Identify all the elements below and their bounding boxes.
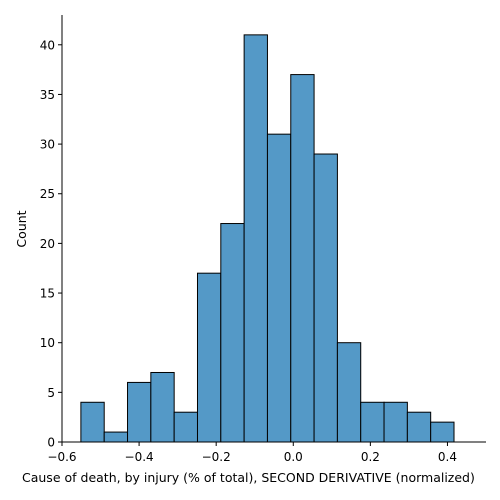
- histogram-bar: [104, 432, 127, 442]
- histogram-bar: [337, 343, 360, 442]
- x-tick-label: −0.2: [202, 450, 231, 464]
- histogram-bar: [314, 154, 337, 442]
- histogram-bar: [291, 75, 314, 442]
- y-tick-label: 0: [47, 436, 55, 450]
- x-tick-label: −0.4: [125, 450, 154, 464]
- histogram-bar: [361, 402, 384, 442]
- histogram-bar: [407, 412, 430, 442]
- y-tick-label: 25: [40, 187, 55, 201]
- histogram-bar: [128, 382, 151, 442]
- histogram-bar: [174, 412, 197, 442]
- histogram-bar: [384, 402, 407, 442]
- x-tick-label: 0.0: [284, 450, 303, 464]
- histogram-bar: [267, 134, 290, 442]
- y-tick-label: 15: [40, 287, 55, 301]
- y-tick-label: 40: [40, 38, 55, 52]
- histogram-bar: [151, 372, 174, 442]
- histogram-bar: [431, 422, 454, 442]
- histogram-bars: [81, 35, 454, 442]
- y-axis-ticks: 0 5 10 15 20 25 30 35 40: [40, 38, 62, 449]
- y-tick-label: 35: [40, 88, 55, 102]
- y-axis-label: Count: [14, 210, 29, 247]
- x-axis-ticks: −0.6 −0.4 −0.2 0.0 0.2 0.4: [47, 442, 457, 464]
- histogram-bar: [81, 402, 104, 442]
- y-tick-label: 10: [40, 336, 55, 350]
- y-tick-label: 30: [40, 138, 55, 152]
- x-tick-label: −0.6: [47, 450, 76, 464]
- x-tick-label: 0.4: [438, 450, 457, 464]
- histogram-bar: [244, 35, 267, 442]
- y-tick-label: 20: [40, 237, 55, 251]
- histogram-bar: [197, 273, 220, 442]
- x-tick-label: 0.2: [361, 450, 380, 464]
- histogram-bar: [221, 224, 244, 442]
- y-tick-label: 5: [47, 386, 55, 400]
- x-axis-label: Cause of death, by injury (% of total), …: [22, 470, 475, 485]
